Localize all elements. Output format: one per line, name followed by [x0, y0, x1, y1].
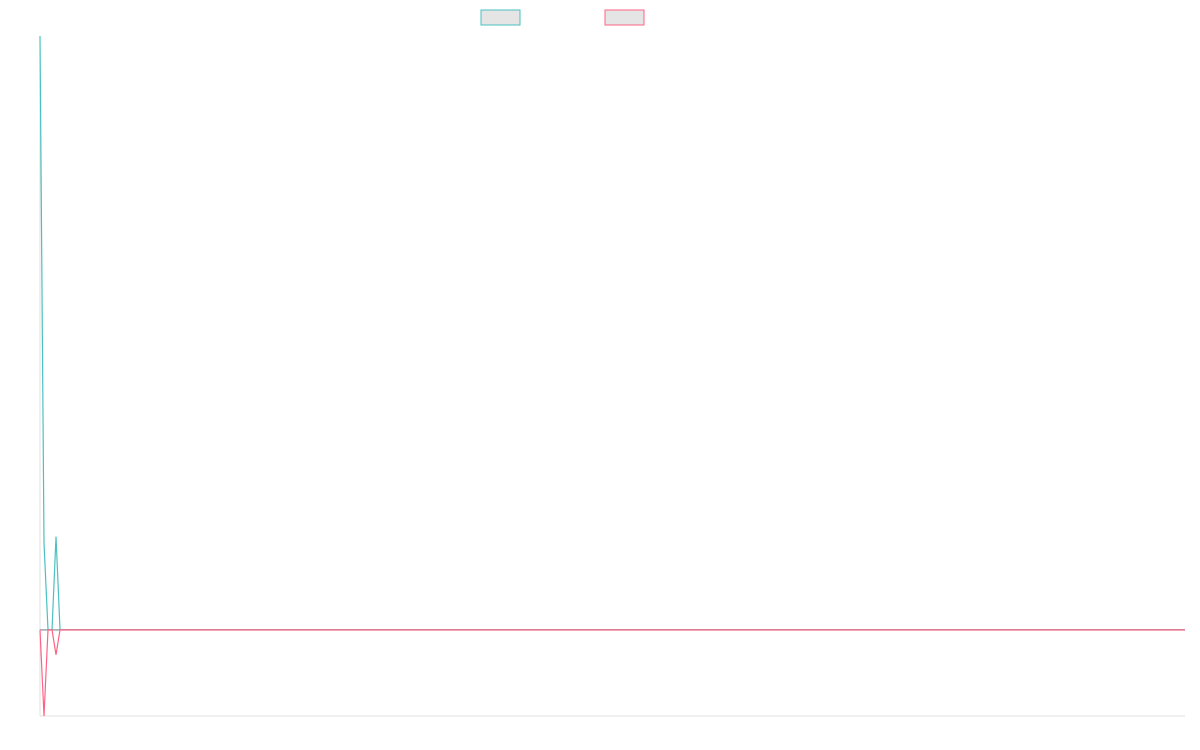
legend-swatch-1[interactable] — [480, 9, 521, 26]
legend-swatch-2[interactable] — [604, 9, 645, 26]
series-line-1 — [39, 35, 1185, 631]
series-line-2 — [39, 629, 1185, 717]
